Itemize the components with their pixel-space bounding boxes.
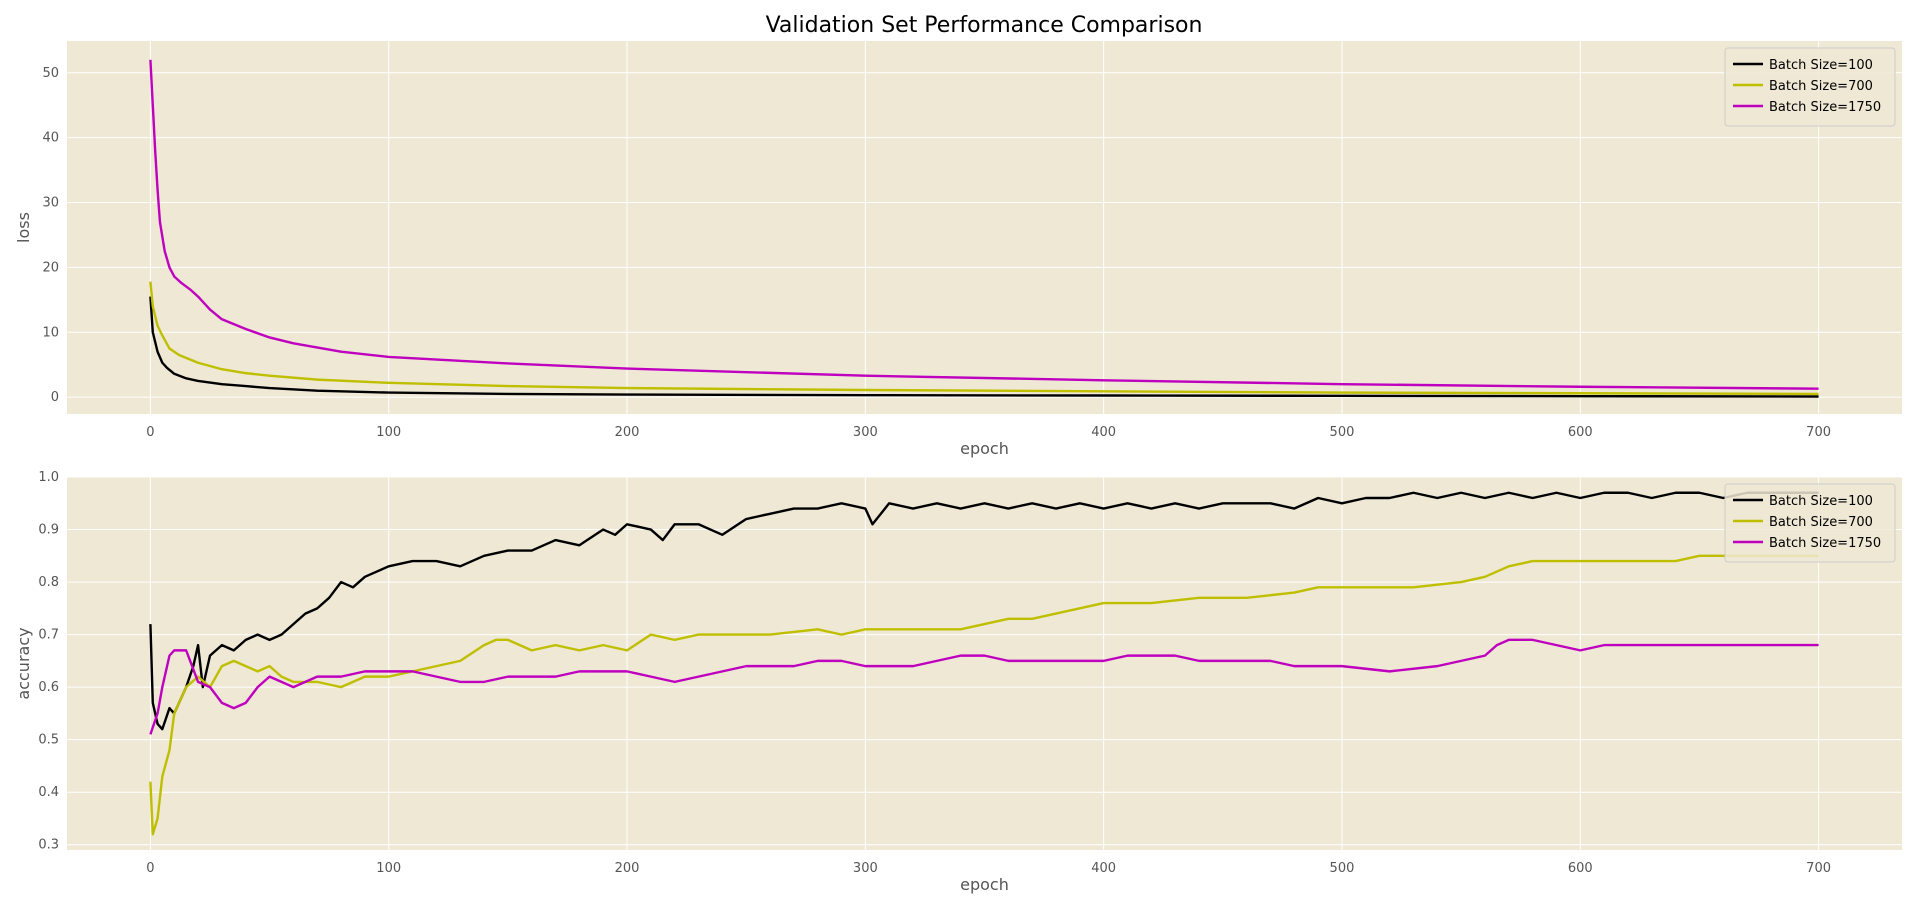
y-tick-label: 10 bbox=[42, 325, 59, 340]
x-tick-label: 500 bbox=[1330, 861, 1355, 876]
y-tick-label: 0.5 bbox=[38, 733, 59, 748]
y-axis-label: accuracy bbox=[14, 627, 33, 699]
y-tick-label: 0 bbox=[51, 390, 59, 405]
plot-area bbox=[67, 41, 1902, 414]
y-tick-label: 0.3 bbox=[38, 838, 59, 853]
x-tick-label: 300 bbox=[853, 425, 878, 440]
legend-box bbox=[1724, 47, 1896, 127]
legend-box bbox=[1724, 483, 1896, 563]
legend-label: Batch Size=1750 bbox=[1769, 100, 1881, 115]
y-tick-label: 40 bbox=[42, 131, 59, 146]
x-tick-label: 200 bbox=[615, 861, 640, 876]
series-line bbox=[149, 59, 1819, 390]
series-line bbox=[149, 638, 1819, 735]
series-line bbox=[149, 281, 1819, 396]
y-tick-label: 0.4 bbox=[38, 785, 59, 800]
accuracy-chart: 0 100 200 300 400 500 600 700 0.3 0.4 0.5 0.6 0.7 0.8… bbox=[14, 470, 1902, 894]
x-tick-label: 0 bbox=[146, 861, 154, 876]
x-tick-label: 200 bbox=[615, 425, 640, 440]
y-tick-label: 30 bbox=[42, 196, 59, 211]
series-line bbox=[149, 554, 1819, 836]
x-tick-label: 0 bbox=[146, 425, 154, 440]
y-tick-label: 1.0 bbox=[38, 470, 59, 485]
x-tick-label: 100 bbox=[376, 861, 401, 876]
y-tick-label: 50 bbox=[42, 66, 59, 81]
x-tick-label: 400 bbox=[1091, 425, 1116, 440]
x-tick-label: 300 bbox=[853, 861, 878, 876]
x-axis-label: epoch bbox=[960, 875, 1009, 894]
loss-chart: 0 100 200 300 400 500 600 700 0 10 20 30 40 50 epoch lo… bbox=[14, 41, 1902, 458]
legend-label: Batch Size=700 bbox=[1769, 79, 1873, 94]
plot-area bbox=[67, 477, 1902, 850]
series-line bbox=[149, 296, 1819, 398]
legend-label: Batch Size=100 bbox=[1769, 494, 1873, 509]
figure-title: Validation Set Performance Comparison bbox=[766, 13, 1203, 38]
legend-label: Batch Size=100 bbox=[1769, 58, 1873, 73]
x-tick-label: 700 bbox=[1806, 861, 1831, 876]
legend-label: Batch Size=700 bbox=[1769, 515, 1873, 530]
x-axis-label: epoch bbox=[960, 439, 1009, 458]
x-tick-label: 600 bbox=[1568, 425, 1593, 440]
y-tick-label: 0.6 bbox=[38, 680, 59, 695]
x-tick-label: 500 bbox=[1330, 425, 1355, 440]
series-line bbox=[149, 491, 1819, 731]
y-tick-label: 0.7 bbox=[38, 628, 59, 643]
x-tick-label: 100 bbox=[376, 425, 401, 440]
y-axis-label: loss bbox=[14, 212, 33, 243]
y-tick-label: 20 bbox=[42, 260, 59, 275]
x-tick-label: 600 bbox=[1568, 861, 1593, 876]
legend-label: Batch Size=1750 bbox=[1769, 536, 1881, 551]
y-tick-label: 0.9 bbox=[38, 523, 59, 538]
y-tick-label: 0.8 bbox=[38, 575, 59, 590]
x-tick-label: 700 bbox=[1806, 425, 1831, 440]
x-tick-label: 400 bbox=[1091, 861, 1116, 876]
